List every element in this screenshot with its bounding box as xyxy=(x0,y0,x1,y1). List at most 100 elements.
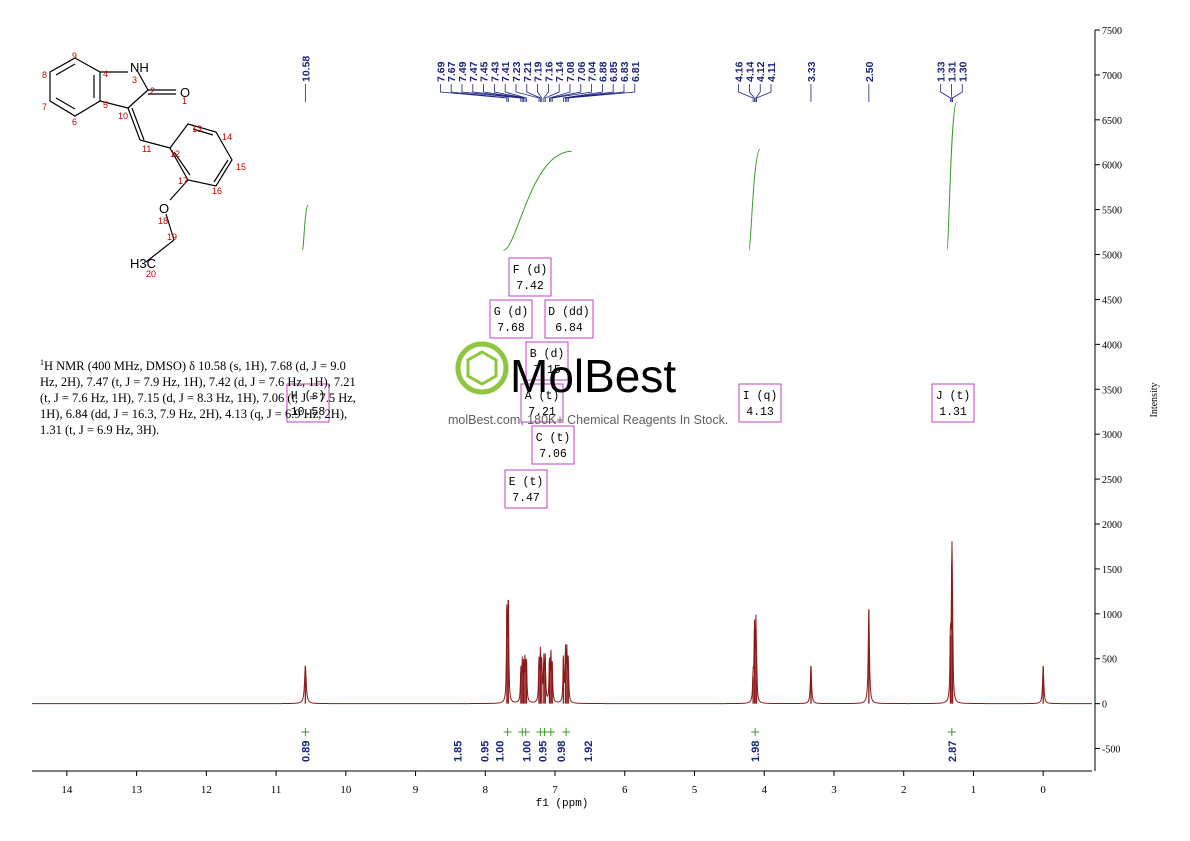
x-tick-label: 2 xyxy=(901,784,907,796)
multiplet-name: H (s) xyxy=(291,390,326,403)
integration-value: 1.85 xyxy=(453,741,465,762)
integration-value: 1.92 xyxy=(583,741,595,762)
atom-number: 17 xyxy=(178,176,188,186)
peak-leader-line xyxy=(550,84,582,102)
peak-label: 7.16 xyxy=(543,61,555,82)
peak-label: 6.83 xyxy=(619,61,631,82)
molbest-logo-icon xyxy=(455,341,509,395)
x-axis-title: f1 (ppm) xyxy=(536,798,589,810)
peak-label: 7.08 xyxy=(565,61,577,82)
x-tick-label: 5 xyxy=(692,784,698,796)
nmr-description: 1H NMR (400 MHz, DMSO) δ 10.58 (s, 1H), … xyxy=(40,355,360,438)
peak-leader-line xyxy=(567,84,636,102)
integration-values: 0.89 1.85 0.95 1.00 1.00 0.95 0.98 1.92 1.98 2.87 xyxy=(300,728,959,762)
multiplet-name: I (q) xyxy=(743,390,778,403)
x-tick-label: 14 xyxy=(61,784,73,796)
multiplet-shift: 7.21 xyxy=(528,406,556,419)
peak-leader-line xyxy=(940,84,951,102)
peak-label: 7.47 xyxy=(468,61,480,82)
peak-leader-line xyxy=(749,84,755,102)
multiplet-box xyxy=(489,299,533,339)
atom-number: 10 xyxy=(118,111,128,121)
x-tick-label: 12 xyxy=(201,784,212,796)
peak-label: 7.04 xyxy=(587,61,599,82)
y-tick-label: 5000 xyxy=(1102,251,1122,262)
peak-label: 6.85 xyxy=(608,61,620,82)
peak-label: 7.49 xyxy=(457,61,469,82)
peak-label: 4.11 xyxy=(766,62,778,82)
peak-label: 1.33 xyxy=(936,61,948,82)
multiplet-shift: 7.15 xyxy=(533,364,561,377)
x-tick-label: 3 xyxy=(831,784,837,796)
benzo-ring xyxy=(49,57,101,117)
y-tick-label: 3500 xyxy=(1102,385,1122,396)
atom-number: 12 xyxy=(170,149,180,159)
x-tick-label: 10 xyxy=(340,784,352,796)
peak-label: 7.23 xyxy=(511,61,523,82)
y-tick-label: 0 xyxy=(1102,700,1107,711)
y-tick-label: 4500 xyxy=(1102,295,1122,306)
x-tick-label: 13 xyxy=(131,784,143,796)
multiplet-name: D (dd) xyxy=(548,306,589,319)
x-tick-label: 1 xyxy=(971,784,977,796)
peak-label: 3.33 xyxy=(806,61,818,82)
peak-label: 7.69 xyxy=(435,61,447,82)
atom-number: 14 xyxy=(222,132,232,142)
atom-number: 19 xyxy=(167,232,177,242)
multiplet-name: A (t) xyxy=(525,390,560,403)
multiplet-shift: 1.31 xyxy=(939,406,967,419)
atom-number: 1 xyxy=(182,96,187,106)
y-tick-label: 6500 xyxy=(1102,116,1122,127)
peak-leader-line xyxy=(439,84,508,102)
peak-label: 7.06 xyxy=(576,61,588,82)
lactam-ring xyxy=(99,71,149,109)
multiplet-box xyxy=(931,383,975,423)
atom-number: 6 xyxy=(72,117,77,127)
peak-label: 4.14 xyxy=(744,61,756,82)
peak-leader-line xyxy=(543,84,549,102)
multiplet-name: J (t) xyxy=(936,390,971,403)
peak-leader-line xyxy=(450,84,509,102)
y-tick-label: 1000 xyxy=(1102,610,1122,621)
molbest-brand: MolBest xyxy=(510,350,676,402)
multiplet-shift: 7.68 xyxy=(497,322,525,335)
methyl-label: H3C xyxy=(130,256,156,271)
y-tick-label: 7000 xyxy=(1102,71,1122,82)
watermark-tagline: molBest.com, 180K+ Chemical Reagents In … xyxy=(448,413,729,427)
x-tick-label: 0 xyxy=(1040,784,1046,796)
y-tick-label: 5500 xyxy=(1102,206,1122,217)
multiplet-box xyxy=(504,469,548,509)
x-tick-label: 8 xyxy=(483,784,489,796)
peak-leader-line xyxy=(537,84,543,102)
peak-label: 7.41 xyxy=(500,61,512,82)
integral-curves xyxy=(302,101,958,251)
atom-number: 11 xyxy=(142,144,151,154)
x-tick-label: 4 xyxy=(761,784,767,796)
integration-value: 1.00 xyxy=(495,741,507,762)
molbest-hexagon-icon xyxy=(466,350,498,386)
multiplet-boxes: F (d) 7.42 G (d) 7.68 D (dd) 6.84 B (d) 7.15 A (… xyxy=(286,257,975,509)
peak-label: 10.58 xyxy=(300,56,312,82)
y-tick-label: 3000 xyxy=(1102,430,1122,441)
spectrum-trace xyxy=(32,541,1092,705)
integration-value: 1.00 xyxy=(521,741,533,762)
exocyclic-double-bond xyxy=(127,107,145,141)
peak-label: 7.67 xyxy=(446,61,458,82)
peak-leader-line xyxy=(562,84,603,102)
peak-label: 7.21 xyxy=(522,61,534,82)
integral-curve xyxy=(748,148,761,251)
atom-number: 18 xyxy=(158,216,168,226)
multiplet-box xyxy=(286,383,330,423)
carbonyl-oxygen-label: O xyxy=(180,85,190,100)
peak-leader-line xyxy=(952,84,963,102)
peak-label: 6.81 xyxy=(630,61,642,82)
integration-value: 0.95 xyxy=(479,741,491,762)
peak-labels: 10.58 7.697.677.497.477.457.437.417.237.2… xyxy=(300,56,969,102)
peak-label: 7.45 xyxy=(479,61,491,82)
x-tick-label: 9 xyxy=(413,784,419,796)
integration-value: 0.95 xyxy=(538,741,550,762)
multiplet-box xyxy=(544,299,594,339)
peak-label: 1.31 xyxy=(946,61,958,82)
